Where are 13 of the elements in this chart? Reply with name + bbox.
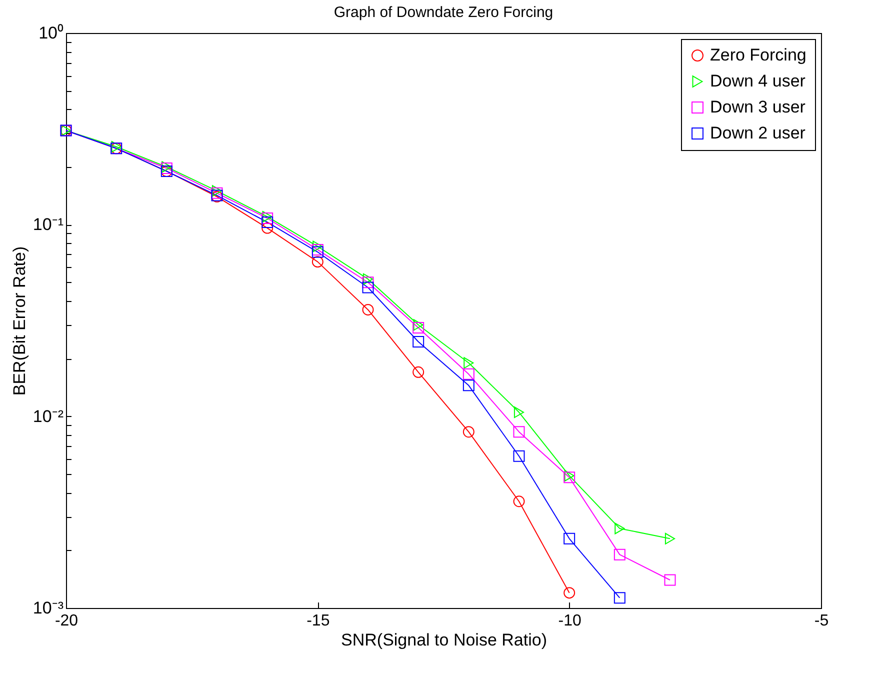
y-tick-label: 10⁰ <box>38 24 64 42</box>
x-tick-label: -5 <box>814 612 829 630</box>
y-tick-label: 10⁻¹ <box>32 215 64 234</box>
legend-label: Zero Forcing <box>710 46 806 64</box>
x-tick-label: -10 <box>558 612 582 630</box>
legend-label: Down 3 user <box>710 98 806 116</box>
chart-title: Graph of Downdate Zero Forcing <box>334 4 554 21</box>
x-tick-label: -15 <box>306 612 330 630</box>
y-axis-title: BER(Bit Error Rate) <box>10 246 29 396</box>
legend-label: Down 2 user <box>710 124 806 142</box>
legend-label: Down 4 user <box>710 72 806 90</box>
x-axis-title: SNR(Signal to Noise Ratio) <box>341 630 547 650</box>
y-tick-label: 10⁻² <box>32 406 64 426</box>
